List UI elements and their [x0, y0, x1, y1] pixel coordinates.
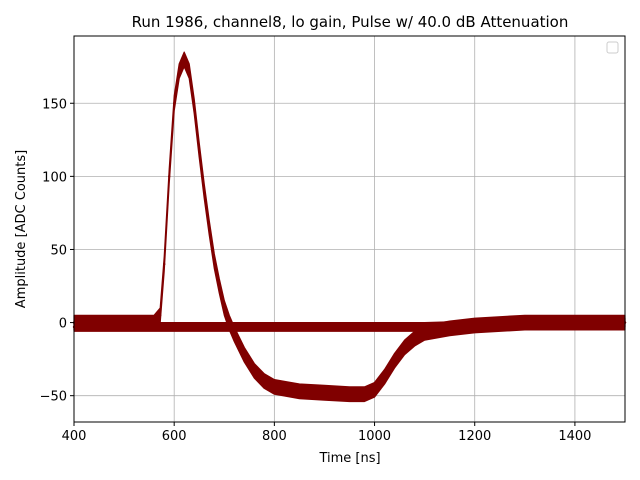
- chart-title: Run 1986, channel8, lo gain, Pulse w/ 40…: [132, 13, 569, 31]
- y-tick-label: 50: [50, 243, 67, 258]
- x-tick-label: 1400: [558, 429, 591, 444]
- data-point: [393, 359, 396, 362]
- data-point: [298, 390, 301, 393]
- data-point: [159, 314, 162, 317]
- data-point: [323, 391, 326, 394]
- data-point: [403, 346, 406, 349]
- data-point: [198, 148, 201, 152]
- data-point: [193, 105, 196, 108]
- data-point: [218, 284, 221, 288]
- data-point: [213, 260, 216, 263]
- data-point: [188, 69, 191, 73]
- data-point: [373, 325, 376, 329]
- plot-frame: [73, 35, 626, 423]
- data-point: [273, 385, 276, 389]
- y-axis: −50 0 50 100 150: [40, 97, 74, 405]
- legend-box: [606, 41, 619, 54]
- data-point: [168, 175, 171, 178]
- x-tick-label: 1200: [458, 429, 491, 444]
- data-point: [233, 333, 236, 336]
- data-point: [183, 58, 186, 61]
- data-point: [122, 325, 126, 329]
- data-point: [423, 331, 426, 334]
- data-point: [363, 393, 366, 396]
- data-point: [373, 388, 376, 391]
- data-point: [163, 262, 166, 266]
- x-axis: 400 600 800 1000 1200 1400: [62, 422, 591, 444]
- x-tick-label: 600: [162, 429, 187, 444]
- data-point: [413, 337, 416, 340]
- data-point: [423, 325, 426, 329]
- data-point: [263, 379, 266, 383]
- data-point: [203, 189, 206, 193]
- data-point: [173, 102, 176, 105]
- y-tick-label: 0: [59, 317, 67, 332]
- x-tick-label: 800: [262, 429, 287, 444]
- data-point: [383, 375, 386, 378]
- series-band: [73, 51, 626, 403]
- data-point: [208, 226, 211, 229]
- data-point: [523, 322, 526, 326]
- data-point: [152, 325, 156, 329]
- data-point: [173, 325, 176, 329]
- data-point: [273, 325, 276, 329]
- data-point: [323, 325, 326, 329]
- data-point: [473, 324, 476, 327]
- data-point: [573, 321, 577, 324]
- grid: [73, 36, 625, 422]
- y-tick-label: −50: [40, 390, 67, 405]
- y-tick-label: 150: [42, 97, 67, 112]
- x-tick-label: 400: [62, 429, 87, 444]
- data-point: [253, 369, 256, 372]
- y-axis-label: Amplitude [ADC Counts]: [14, 150, 29, 308]
- data-point: [178, 69, 181, 73]
- data-layer: [72, 51, 627, 403]
- data-point: [223, 325, 226, 329]
- data-point: [243, 353, 246, 356]
- data-point: [348, 393, 351, 396]
- y-tick-label: 100: [42, 170, 67, 185]
- x-axis-label: Time [ns]: [318, 451, 380, 466]
- x-tick-label: 1000: [358, 429, 391, 444]
- data-point: [223, 306, 226, 310]
